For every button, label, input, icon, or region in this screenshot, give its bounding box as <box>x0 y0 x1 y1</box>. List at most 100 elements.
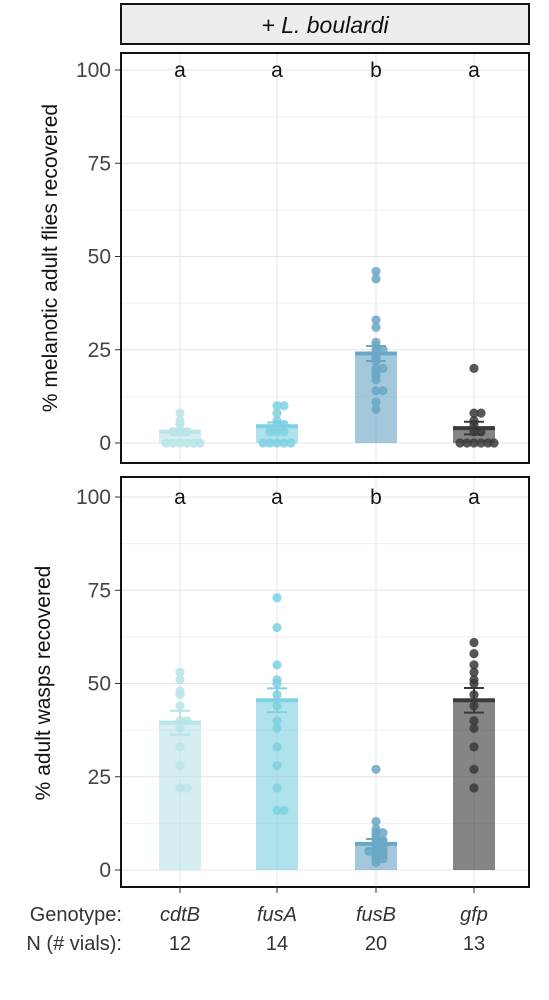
panel-adult-wasps: a a b a 0 25 50 75 100 <box>76 476 530 893</box>
genotype-label-cdtB: cdtB <box>160 904 200 926</box>
data-point-fusA <box>272 716 282 726</box>
data-point-cdtB <box>175 686 185 696</box>
data-point-fusA <box>279 401 289 411</box>
data-point-cdtB <box>168 438 178 448</box>
n-vials-row-label: N (# vials): <box>26 933 122 955</box>
y-tick-label: 100 <box>76 486 111 509</box>
data-point-gfp <box>469 637 479 648</box>
data-point-gfp <box>469 427 479 437</box>
data-point-fusB <box>378 363 388 373</box>
data-point-gfp <box>469 716 479 726</box>
data-point-cdtB <box>175 723 185 733</box>
data-point-gfp <box>469 438 479 448</box>
data-point-gfp <box>469 764 479 774</box>
data-point-gfp <box>476 408 486 418</box>
y-tick-label: 50 <box>88 673 111 696</box>
data-point-cdtB <box>175 427 185 437</box>
panel-border <box>120 476 530 888</box>
data-point-gfp <box>469 701 479 711</box>
data-point-gfp <box>469 723 479 733</box>
significance-letter-gfp: a <box>468 59 480 82</box>
data-point-fusA <box>272 690 282 700</box>
significance-letter-gfp: a <box>468 486 480 509</box>
data-point-fusA <box>272 408 282 418</box>
data-point-gfp <box>455 438 465 448</box>
data-point-cdtB <box>175 742 185 752</box>
y-tick-label: 0 <box>99 432 111 455</box>
y-tick-label: 75 <box>88 579 111 602</box>
data-point-fusB <box>371 274 381 284</box>
data-point-fusB <box>371 386 381 396</box>
data-point-fusA <box>272 742 282 752</box>
data-point-fusB <box>371 816 381 827</box>
facet-strip-label: + L. boulardi <box>261 12 389 38</box>
genotype-label-gfp: gfp <box>460 904 488 926</box>
data-point-fusA <box>279 438 289 448</box>
data-point-fusA <box>272 805 282 815</box>
data-point-fusA <box>272 427 282 437</box>
genotype-label-fusA: fusA <box>257 904 297 926</box>
y-axis-title-top: % melanotic adult flies recovered <box>39 104 62 412</box>
data-point-fusA <box>279 427 289 437</box>
data-point-gfp <box>469 416 479 426</box>
data-point-fusA <box>279 805 289 815</box>
n-vials-fusB: 20 <box>365 933 387 955</box>
data-point-fusB <box>371 397 381 407</box>
significance-letter-fusB: b <box>370 59 382 82</box>
data-point-fusA <box>272 401 282 411</box>
data-point-fusB <box>378 828 388 838</box>
data-point-cdtB <box>175 667 185 677</box>
data-point-cdtB <box>182 438 192 448</box>
panel-border <box>120 52 530 464</box>
data-point-fusB <box>371 266 381 277</box>
n-vials-values: 12 14 20 13 <box>169 933 485 955</box>
genotype-label-fusB: fusB <box>356 904 396 926</box>
y-tick-label: 25 <box>88 766 111 789</box>
y-tick-label: 100 <box>76 59 111 82</box>
data-point-gfp <box>469 783 479 793</box>
data-point-cdtB <box>175 675 185 685</box>
data-point-fusA <box>272 416 282 426</box>
significance-letter-cdtB: a <box>174 59 186 82</box>
data-point-fusA <box>272 783 282 793</box>
n-vials-gfp: 13 <box>463 933 485 955</box>
data-point-fusA <box>265 427 275 437</box>
y-axis-title-bottom: % adult wasps recovered <box>32 566 55 801</box>
data-point-fusB <box>371 404 381 415</box>
data-point-gfp <box>469 690 479 700</box>
y-tick-label: 50 <box>88 246 111 269</box>
data-point-fusA <box>265 438 275 448</box>
data-point-gfp <box>476 427 486 437</box>
data-point-cdtB <box>182 427 192 437</box>
data-point-cdtB <box>175 783 185 793</box>
data-point-cdtB <box>175 701 185 711</box>
data-point-fusB <box>364 846 374 856</box>
significance-letter-fusA: a <box>271 59 283 82</box>
data-point-gfp <box>469 675 479 685</box>
data-point-cdtB <box>175 716 185 726</box>
data-point-fusA <box>272 701 282 711</box>
data-point-fusB <box>371 322 381 332</box>
data-point-fusA <box>279 419 289 429</box>
data-point-fusB <box>378 386 388 396</box>
y-tick-label: 0 <box>99 859 111 882</box>
data-point-cdtB <box>175 438 185 448</box>
data-point-fusB <box>371 337 381 347</box>
panel-melanotic-flies: a a b a 0 25 50 75 100 <box>76 52 530 464</box>
data-point-gfp <box>462 438 472 448</box>
data-point-cdtB <box>195 438 205 448</box>
data-point-fusA <box>286 438 296 448</box>
data-point-gfp <box>469 742 479 752</box>
data-point-fusA <box>272 593 282 603</box>
data-point-fusA <box>272 622 282 633</box>
data-point-gfp <box>469 408 479 418</box>
y-tick-label: 25 <box>88 339 111 362</box>
data-point-gfp <box>469 667 479 677</box>
significance-letter-fusA: a <box>271 486 283 509</box>
data-point-fusA <box>272 723 282 733</box>
data-point-cdtB <box>182 716 192 726</box>
data-point-cdtB <box>175 408 185 418</box>
data-point-cdtB <box>161 438 171 448</box>
data-point-fusB <box>378 345 388 355</box>
